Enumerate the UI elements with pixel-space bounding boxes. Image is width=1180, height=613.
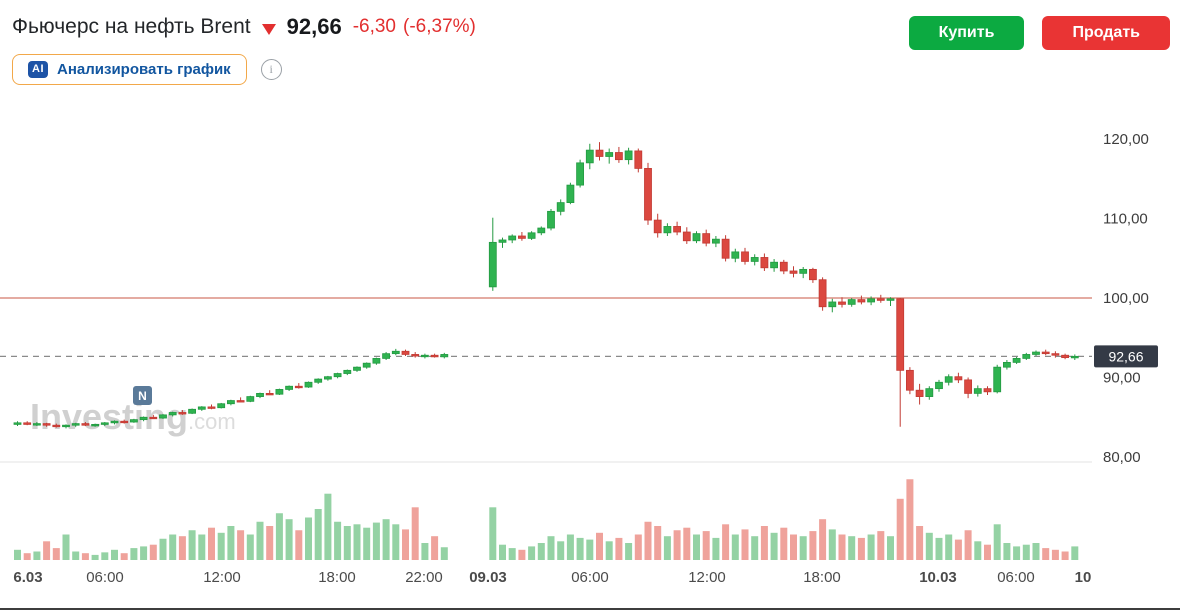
price-down-arrow-icon: [261, 23, 276, 35]
sell-button[interactable]: Продать: [1042, 16, 1170, 50]
svg-text:10: 10: [1075, 569, 1092, 586]
x-axis-labels: 6.03 06:00 12:00 18:00 22:00 09.03 06:00 12:00 1…: [13, 569, 1091, 586]
svg-text:100,00: 100,00: [1103, 290, 1149, 307]
price-change: -6,30 (-6,37%): [353, 16, 476, 38]
ai-analyze-label: Анализировать график: [57, 61, 231, 78]
svg-text:22:00: 22:00: [405, 569, 443, 586]
candles: [13, 142, 1079, 429]
watermark-main: Investing: [30, 396, 189, 437]
svg-text:06:00: 06:00: [571, 569, 609, 586]
change-percent: (-6,37%): [403, 16, 476, 37]
svg-text:110,00: 110,00: [1103, 211, 1148, 228]
instrument-header: Фьючерс на нефть Brent 92,66 -6,30 (-6,3…: [12, 14, 476, 40]
change-value: -6,30: [352, 16, 396, 37]
ai-analyze-button[interactable]: AI Анализировать график: [12, 54, 247, 85]
svg-text:12:00: 12:00: [203, 569, 241, 586]
volume-bars: [14, 479, 1079, 560]
y-axis-labels: 120,00 110,00 100,00 90,00 80,00: [1103, 131, 1149, 466]
svg-text:06:00: 06:00: [997, 569, 1035, 586]
instrument-title: Фьючерс на нефть Brent: [12, 15, 251, 38]
info-icon[interactable]: i: [260, 59, 282, 80]
svg-text:80,00: 80,00: [1103, 449, 1141, 466]
bottom-divider: [0, 608, 1180, 610]
svg-text:120,00: 120,00: [1103, 131, 1149, 148]
last-price: 92,66: [286, 14, 342, 39]
ai-toolbar: AI Анализировать график i: [12, 54, 282, 85]
last-price-tag: 92,66: [1094, 345, 1158, 368]
svg-text:18:00: 18:00: [803, 569, 841, 586]
svg-text:92,66: 92,66: [1108, 348, 1143, 364]
svg-text:6.03: 6.03: [13, 569, 42, 586]
svg-text:06:00: 06:00: [86, 569, 124, 586]
trade-actions: Купить Продать: [908, 16, 1170, 50]
svg-text:18:00: 18:00: [318, 569, 356, 586]
buy-button[interactable]: Купить: [908, 16, 1025, 50]
svg-text:90,00: 90,00: [1103, 370, 1141, 387]
svg-text:12:00: 12:00: [688, 569, 726, 586]
svg-text:09.03: 09.03: [469, 569, 507, 586]
watermark-suffix: .com: [188, 409, 236, 434]
ai-icon: AI: [28, 61, 48, 78]
svg-text:10.03: 10.03: [919, 569, 957, 586]
news-marker[interactable]: N: [133, 386, 152, 405]
